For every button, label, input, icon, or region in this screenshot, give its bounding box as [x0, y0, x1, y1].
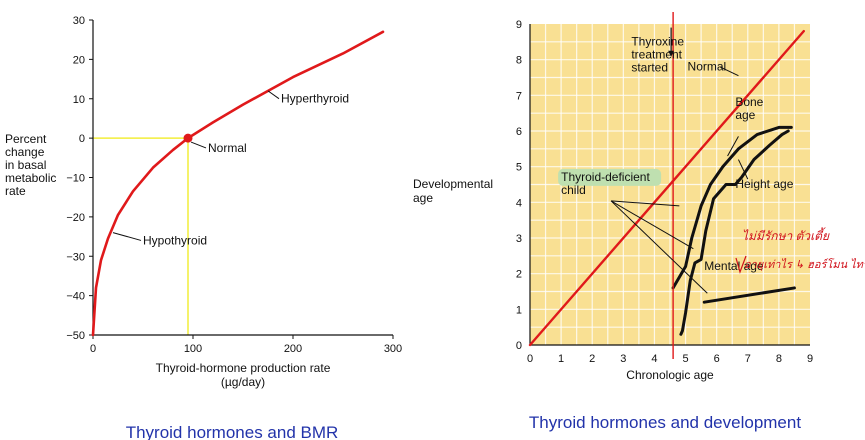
y-axis-title: Percent change in basal metabolic rate — [5, 132, 56, 198]
annotation-pointer — [727, 136, 739, 157]
y-axis-title: Developmental age — [413, 177, 493, 205]
x-tick-label: 2 — [589, 353, 595, 365]
annotation-pointer — [610, 200, 708, 294]
annotation-pointer — [112, 232, 142, 241]
annotation-pointer — [611, 200, 680, 207]
annotation-label: Normal — [208, 141, 247, 155]
y-axis-label: Percent change in basal metabolic rate — [5, 132, 56, 198]
handwritten-check — [735, 255, 747, 274]
series-lines — [91, 30, 385, 337]
chart-axes — [529, 24, 810, 346]
x-axis-title: Chronologic age — [626, 368, 714, 382]
x-tick-label: 6 — [714, 353, 720, 365]
y-tick-label: 9 — [516, 19, 522, 31]
annotation-pointer — [719, 66, 739, 77]
x-tick-label: 5 — [682, 353, 688, 365]
bmr-curve — [91, 30, 385, 337]
annotation-pointer — [190, 141, 207, 149]
handwritten-text: อายุเท่าไร ↳ ฮอร์โมน ไทรอยด์ — [744, 258, 865, 271]
height-age-line — [679, 129, 790, 336]
annotation-pointer — [610, 200, 694, 250]
y-tick-label: 3 — [516, 233, 522, 245]
y-tick-label: 0 — [79, 133, 85, 145]
chart-axes — [89, 19, 394, 339]
y-tick-label: −40 — [66, 291, 85, 303]
y-tick-label: −10 — [66, 173, 85, 185]
y-tick-label: −30 — [66, 251, 85, 263]
annotation-pointer — [737, 159, 749, 180]
annotation-label: Hypothyroid — [143, 233, 207, 247]
reference-lines — [93, 137, 189, 335]
x-tick-label: 1 — [558, 353, 564, 365]
y-tick-label: 2 — [516, 269, 522, 281]
y-tick-label: 10 — [73, 94, 85, 106]
y-tick-label: 0 — [516, 340, 522, 352]
x-tick-label: 0 — [527, 353, 533, 365]
x-tick-label: 0 — [90, 343, 96, 355]
handwritten-text: ไม่มีรักษา ตัวเตี้ย — [742, 227, 830, 243]
annotation-pointer — [267, 90, 280, 100]
x-tick-label: 100 — [184, 343, 202, 355]
caption-right: Thyroid hormones and development — [529, 413, 801, 432]
annotation-label: Bone age — [735, 95, 763, 122]
caption-left: Thyroid hormones and BMR — [126, 423, 339, 440]
normal-line — [528, 29, 805, 347]
x-axis-label: Thyroid-hormone production rate (µg/day) — [156, 361, 331, 389]
x-tick-label: 9 — [807, 353, 813, 365]
normal-point-marker — [183, 133, 193, 143]
x-axis-title: Thyroid-hormone production rate (µg/day) — [156, 361, 331, 389]
x-tick-label: 200 — [284, 343, 302, 355]
tick-labels: 0 1 2 3 4 5 6 7 8 9 0 1 2 3 4 5 6 7 8 9 — [516, 19, 813, 365]
x-tick-label: 300 — [384, 343, 402, 355]
x-axis-label: Chronologic age — [626, 368, 714, 382]
x-tick-label: 8 — [776, 353, 782, 365]
y-tick-label: 4 — [516, 197, 522, 209]
y-tick-label: 6 — [516, 126, 522, 138]
bone-age-line — [671, 125, 793, 290]
annotation-label: Mental age — [704, 259, 764, 273]
y-tick-label: −20 — [66, 212, 85, 224]
annotation-label: Thyroid-deficient child — [561, 170, 650, 197]
y-axis-label: Developmental age — [413, 177, 493, 205]
y-tick-label: 8 — [516, 55, 522, 67]
y-tick-label: −50 — [66, 330, 85, 342]
y-tick-label: 5 — [516, 162, 522, 174]
annotations: Hyperthyroid Normal Hypothyroid — [112, 90, 349, 247]
series-lines — [528, 12, 805, 359]
annotation-label: Height age — [735, 177, 793, 191]
annotation-label: Hyperthyroid — [281, 92, 349, 106]
label-highlight — [558, 168, 662, 186]
x-tick-label: 4 — [651, 353, 657, 365]
x-tick-label: 3 — [620, 353, 626, 365]
y-tick-label: 7 — [516, 90, 522, 102]
x-tick-label: 7 — [745, 353, 751, 365]
y-tick-label: 20 — [73, 54, 85, 66]
annotation-arrowhead — [668, 50, 675, 57]
y-tick-label: 30 — [73, 15, 85, 27]
mental-age-line — [702, 286, 796, 304]
y-tick-label: 1 — [516, 304, 522, 316]
annotation-label: Normal — [688, 59, 727, 73]
